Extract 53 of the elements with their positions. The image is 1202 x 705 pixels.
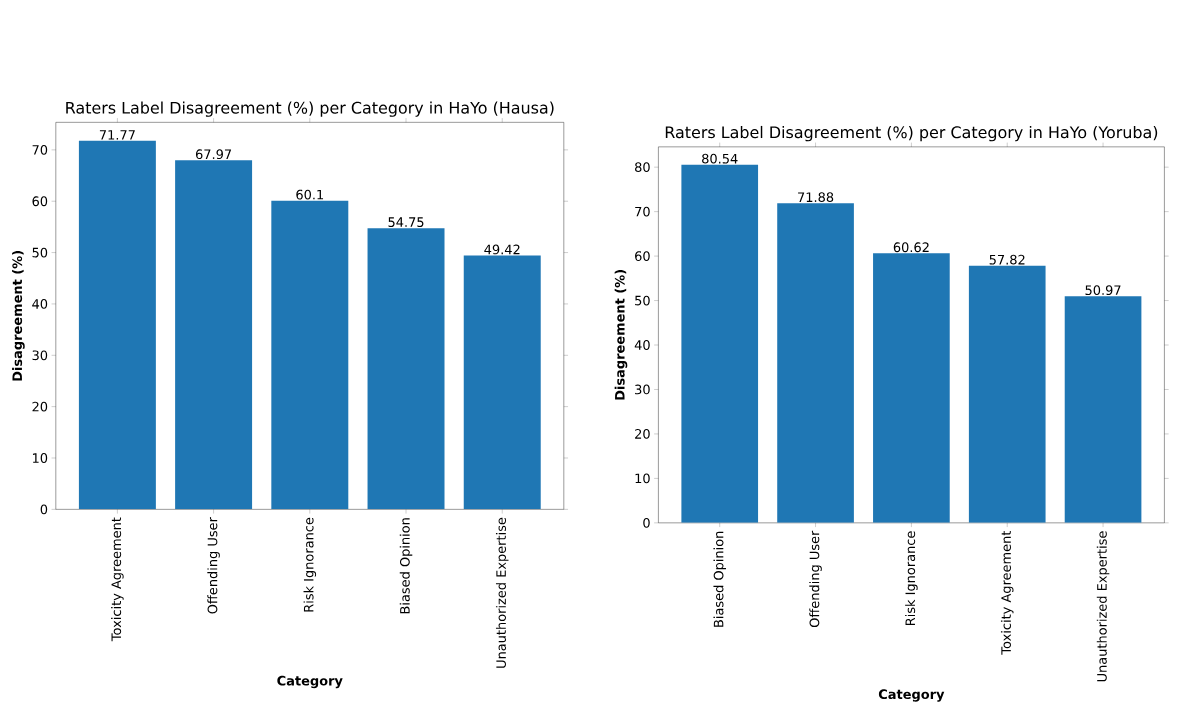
y-tick-label: 30 <box>635 384 650 395</box>
y-tick-label: 60 <box>635 251 650 261</box>
bar <box>463 255 541 510</box>
y-tick-label: 60 <box>32 196 48 207</box>
x-tick-label: Toxicity Agreement <box>1000 530 1014 655</box>
y-tick-label: 70 <box>32 144 48 155</box>
y-tick-label: 50 <box>32 247 48 258</box>
y-tick-label: 0 <box>643 517 650 528</box>
y-tick-label: 40 <box>32 299 48 309</box>
data-label: 54.75 <box>388 217 424 227</box>
bar <box>1064 296 1142 523</box>
x-tick-label: Offending User <box>809 530 822 628</box>
x-tick-label: Unauthorized Expertise <box>495 517 509 668</box>
y-axis-title: Disagreement (%) <box>614 270 628 400</box>
bar <box>271 200 349 510</box>
data-label: 57.82 <box>989 254 1025 265</box>
y-tick-label: 70 <box>635 206 650 217</box>
x-axis-title: Category <box>878 689 945 702</box>
x-tick-label: Risk Ignorance <box>905 531 918 626</box>
chart-title: Raters Label Disagreement (%) per Category in HaYo (Yoruba) <box>665 125 1158 142</box>
bar <box>367 228 445 510</box>
bar <box>175 160 253 510</box>
y-tick-label: 40 <box>634 340 650 350</box>
x-tick-label: Biased Opinion <box>399 518 413 614</box>
y-tick-label: 80 <box>635 162 650 173</box>
y-axis-title: Disagreement (%) <box>12 251 25 381</box>
bar <box>777 203 854 523</box>
data-label: 60.1 <box>296 189 324 200</box>
y-tick-label: 10 <box>32 453 48 463</box>
x-tick-label: Risk Ignorance <box>303 517 317 612</box>
y-tick-label: 50 <box>635 295 650 306</box>
x-tick-label: Unauthorized Expertise <box>1096 531 1110 682</box>
data-label: 71.88 <box>798 192 834 203</box>
bar <box>873 253 950 523</box>
y-tick-label: 30 <box>32 350 48 361</box>
y-tick-label: 10 <box>635 473 650 484</box>
data-label: 80.54 <box>702 153 738 164</box>
data-label: 50.97 <box>1085 285 1121 296</box>
y-tick-label: 0 <box>40 504 48 515</box>
data-label: 71.77 <box>99 130 135 140</box>
data-label: 49.42 <box>484 244 520 255</box>
x-axis-title: Category <box>277 675 343 689</box>
x-tick-label: Toxicity Agreement <box>111 517 124 642</box>
data-label: 67.97 <box>195 149 232 160</box>
bar <box>968 265 1046 523</box>
x-tick-label: Offending User <box>207 517 220 614</box>
x-tick-label: Biased Opinion <box>713 531 726 627</box>
data-label: 60.62 <box>893 242 929 253</box>
bar <box>681 164 759 523</box>
chart-title: Raters Label Disagreement (%) per Category in HaYo (Hausa) <box>66 101 554 117</box>
y-tick-label: 20 <box>32 401 48 412</box>
y-tick-label: 20 <box>635 429 650 439</box>
bar <box>78 140 156 510</box>
